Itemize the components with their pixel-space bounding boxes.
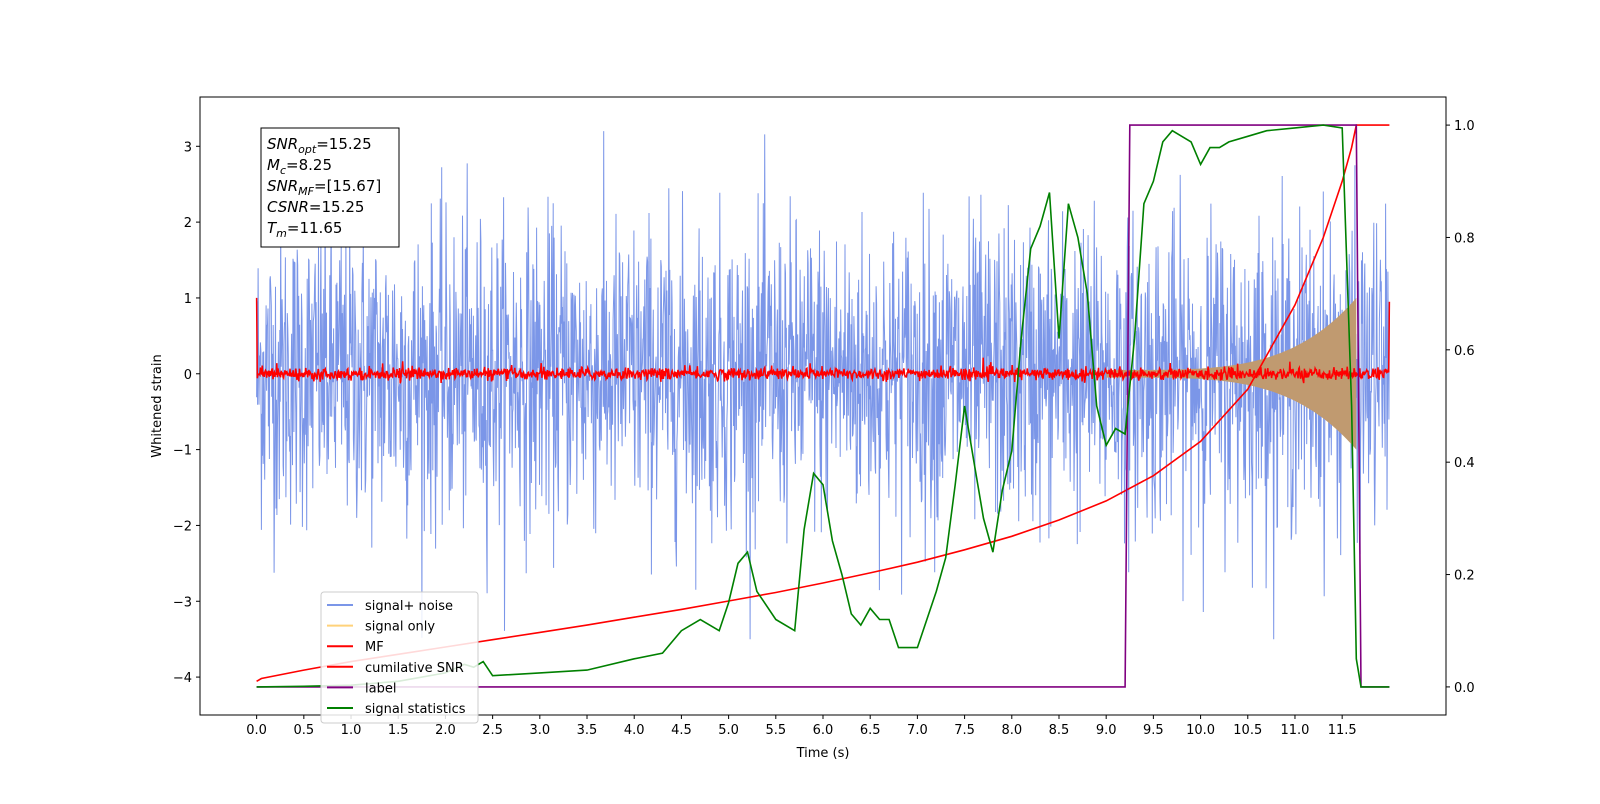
y-tick-label: 2: [184, 216, 192, 231]
y2-tick-label: 0.4: [1454, 456, 1475, 471]
x-tick-label: 2.0: [435, 723, 456, 738]
annotation-line: SNRMF=[15.67]: [267, 177, 381, 198]
legend-label: signal only: [365, 620, 435, 635]
y-tick-label: 3: [184, 140, 192, 155]
y2-tick-label: 0.2: [1454, 569, 1475, 584]
annotation-line: Mc=8.25: [267, 156, 332, 177]
y-tick-label: 1: [184, 292, 192, 307]
annotation-line: Tm=11.65: [267, 219, 342, 240]
x-tick-label: 2.5: [482, 723, 503, 738]
x-axis-label: Time (s): [796, 746, 850, 761]
annotation-line: CSNR=15.25: [267, 198, 364, 216]
x-tick-label: 5.0: [718, 723, 739, 738]
x-tick-label: 4.5: [671, 723, 692, 738]
x-tick-label: 9.0: [1096, 723, 1117, 738]
x-tick-label: 4.0: [624, 723, 645, 738]
y-tick-label: 0: [184, 368, 192, 383]
y-tick-label: −2: [173, 519, 192, 534]
legend-label: signal statistics: [365, 702, 466, 717]
annotation-line: SNRopt=15.25: [267, 135, 372, 156]
y-axis-left: −4 −3 −2 −1 0 1 2 3: [173, 140, 200, 686]
y-tick-label: −1: [173, 444, 192, 459]
annotation-box: SNRopt=15.25Mc=8.25SNRMF=[15.67]CSNR=15.…: [260, 127, 400, 248]
legend-label: MF: [365, 640, 384, 655]
x-tick-label: 6.5: [860, 723, 881, 738]
y2-tick-label: 1.0: [1454, 119, 1475, 134]
x-tick-label: 5.5: [765, 723, 786, 738]
legend-label: signal+ noise: [365, 599, 453, 614]
x-tick-label: 3.5: [577, 723, 598, 738]
y-axis-right: 0.0 0.2 0.4 0.6 0.8 1.0: [1446, 119, 1475, 696]
x-tick-label: 1.5: [388, 723, 409, 738]
y2-tick-label: 0.0: [1454, 681, 1475, 696]
legend-label: label: [365, 681, 396, 696]
series-signal-statistics: [256, 124, 1390, 688]
y-tick-label: −3: [173, 595, 192, 610]
y2-tick-label: 0.6: [1454, 344, 1475, 359]
x-tick-label: 11.5: [1328, 723, 1357, 738]
legend-label: cumilative SNR: [365, 661, 464, 676]
x-tick-label: 8.0: [1001, 723, 1022, 738]
x-tick-label: 10.0: [1186, 723, 1215, 738]
x-tick-label: 1.0: [341, 723, 362, 738]
x-tick-label: 0.5: [293, 723, 314, 738]
x-tick-label: 9.5: [1143, 723, 1164, 738]
x-tick-label: 11.0: [1280, 723, 1309, 738]
x-tick-label: 8.5: [1049, 723, 1070, 738]
legend: signal+ noise signal only MF cumilative SNR…: [320, 591, 479, 724]
x-tick-label: 10.5: [1233, 723, 1262, 738]
x-tick-label: 3.0: [529, 723, 550, 738]
x-tick-label: 7.0: [907, 723, 928, 738]
legend-frame: [320, 591, 479, 724]
x-tick-label: 7.5: [954, 723, 975, 738]
annotation-frame: [260, 127, 400, 248]
y-tick-label: −4: [173, 671, 192, 686]
y2-tick-label: 0.8: [1454, 231, 1475, 246]
series-mf: [255, 297, 1391, 384]
x-tick-label: 6.0: [813, 723, 834, 738]
x-axis: 0.0 0.5 1.0 1.5 2.0 2.5 3.0 3.5 4.0 4.5 5.0 5.5 6.0 6…: [246, 715, 1357, 738]
x-tick-label: 0.0: [246, 723, 267, 738]
y-axis-label: Whitened strain: [150, 354, 165, 457]
series-signal-noise: [256, 131, 1390, 640]
